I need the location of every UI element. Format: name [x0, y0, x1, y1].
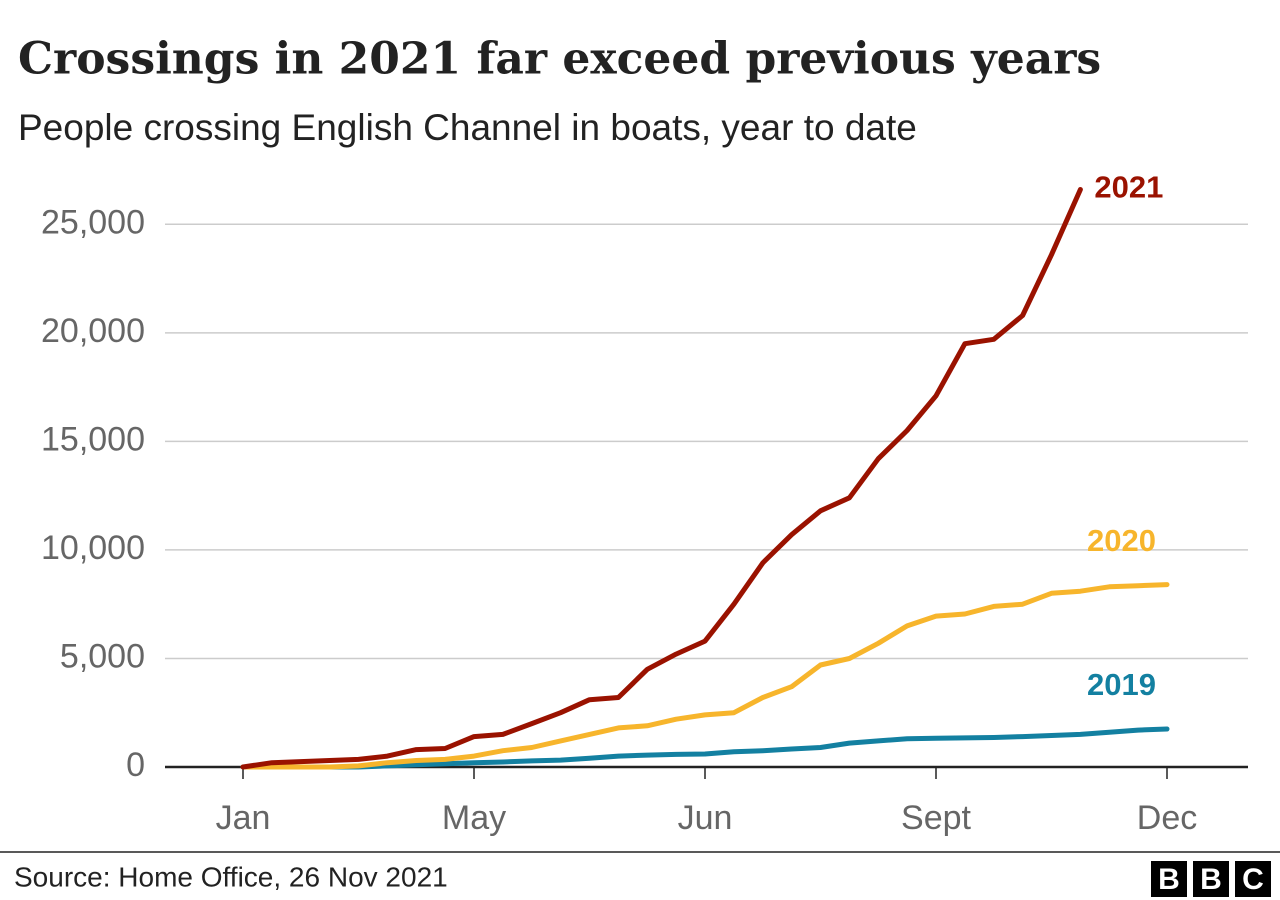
series-label: 2019 — [1087, 667, 1156, 702]
y-tick-label: 5,000 — [60, 637, 145, 675]
logo-letter: C — [1242, 863, 1264, 896]
x-tick-label: May — [442, 799, 506, 837]
y-tick-label: 15,000 — [41, 420, 145, 458]
logo-box — [1235, 861, 1271, 897]
x-tick-label: Jun — [678, 799, 733, 837]
y-tick-label: 10,000 — [41, 529, 145, 567]
series-line — [240, 187, 1083, 770]
logo-letter: B — [1158, 863, 1180, 896]
logo-letter: B — [1200, 863, 1222, 896]
y-tick-label: 20,000 — [41, 312, 145, 350]
x-tick-label: Sept — [901, 799, 971, 837]
logo-box — [1151, 861, 1187, 897]
y-tick-label: 25,000 — [41, 203, 145, 241]
series-label: 2020 — [1087, 523, 1156, 558]
series-label: 2021 — [1094, 170, 1163, 205]
chart-subtitle: People crossing English Channel in boats… — [18, 107, 917, 148]
chart-title: Crossings in 2021 far exceed previous ye… — [18, 34, 1101, 85]
y-tick-label: 0 — [126, 746, 145, 784]
x-tick-label: Dec — [1137, 799, 1197, 837]
source: Source: Home Office, 26 Nov 2021 — [14, 861, 448, 892]
series-line — [240, 582, 1170, 770]
logo-box — [1193, 861, 1229, 897]
x-tick-label: Jan — [216, 799, 271, 837]
series-line — [240, 726, 1170, 770]
